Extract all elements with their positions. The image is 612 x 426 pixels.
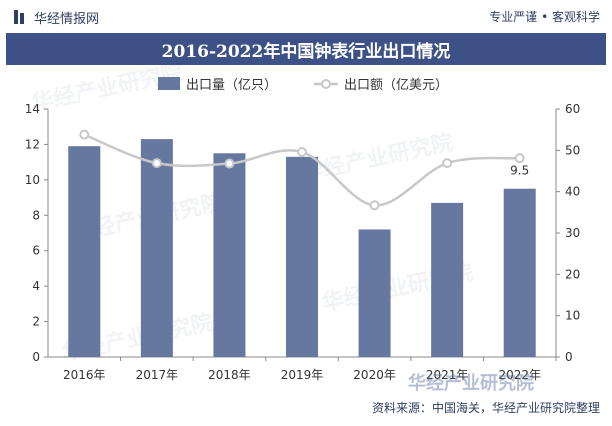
y-right-tick-label: 50 <box>565 143 580 157</box>
logo-icon <box>14 10 24 24</box>
bar <box>503 188 536 357</box>
brand-watermark: 华经产业研究院 <box>408 373 534 394</box>
x-tick-label: 2022年 <box>498 368 541 382</box>
y-right-tick-label: 20 <box>565 267 580 281</box>
legend-label-line: 出口额（亿美元） <box>344 78 448 93</box>
line-point <box>514 153 525 164</box>
bar <box>213 153 246 357</box>
line-point <box>297 146 307 157</box>
bar <box>286 156 318 357</box>
bar <box>358 229 391 357</box>
chart-title: 2016-2022年中国钟表行业出口情况 <box>161 41 451 62</box>
brand-name: 华经情报网 <box>34 12 100 27</box>
x-tick-label: 2019年 <box>281 368 324 382</box>
bar <box>140 139 173 357</box>
y-left-tick-label: 2 <box>32 315 40 329</box>
y-left-tick-label: 8 <box>32 208 40 222</box>
x-tick-label: 2017年 <box>136 368 179 382</box>
y-right-tick-label: 30 <box>565 226 580 240</box>
y-left-tick-label: 10 <box>25 173 40 187</box>
y-left-tick-label: 14 <box>25 102 40 116</box>
line-point <box>151 158 162 169</box>
y-left-tick-label: 4 <box>32 279 40 293</box>
legend-swatch-bar <box>158 77 180 90</box>
slogan: 专业严谨 • 客观科学 <box>489 10 600 24</box>
y-left-tick-label: 12 <box>25 137 40 151</box>
line-point <box>79 129 90 140</box>
y-right-tick-label: 60 <box>565 102 580 116</box>
x-tick-label: 2021年 <box>426 368 469 382</box>
y-left-tick-label: 0 <box>32 350 40 364</box>
top-bar: 华经情报网 专业严谨 • 客观科学 <box>0 0 612 32</box>
x-tick-label: 2018年 <box>208 368 251 382</box>
data-label: 9.5 <box>510 164 529 178</box>
title-bar: 2016-2022年中国钟表行业出口情况 <box>6 33 606 65</box>
x-tick-label: 2016年 <box>63 368 106 382</box>
line-point <box>224 158 235 169</box>
bar <box>431 202 464 357</box>
y-right-tick-label: 40 <box>565 185 580 199</box>
line-point <box>369 200 380 211</box>
legend-swatch-marker <box>321 79 331 89</box>
y-right-tick-label: 10 <box>565 309 580 323</box>
y-right-tick-label: 0 <box>565 350 573 364</box>
y-left-tick-label: 6 <box>32 244 40 258</box>
legend-label-bar: 出口量（亿只） <box>186 78 277 93</box>
bar <box>68 146 101 357</box>
source-note: 资料来源：中国海关，华经产业研究院整理 <box>371 401 600 415</box>
x-tick-label: 2020年 <box>353 368 396 382</box>
line-point <box>442 158 453 169</box>
